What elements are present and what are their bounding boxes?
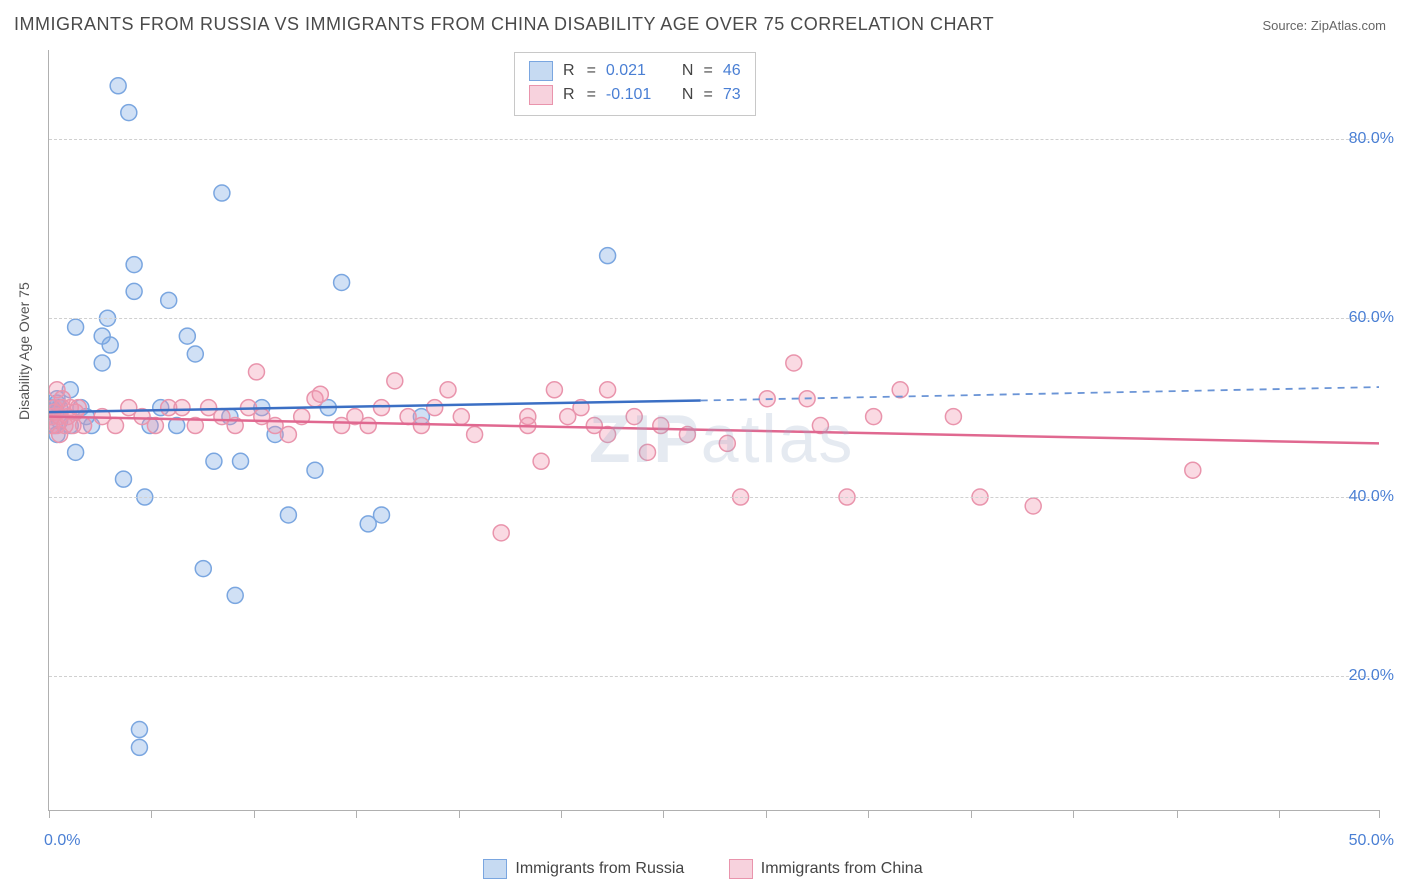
gridline (49, 139, 1379, 140)
x-tick (254, 810, 255, 818)
legend-item-china: Immigrants from China (729, 859, 923, 879)
legend-item-russia: Immigrants from Russia (483, 859, 684, 879)
gridline (49, 676, 1379, 677)
gridline (49, 497, 1379, 498)
legend-row-china: R= -0.101 N= 73 (529, 83, 741, 107)
legend-label-russia: Immigrants from Russia (515, 860, 684, 878)
x-tick (459, 810, 460, 818)
x-tick (971, 810, 972, 818)
x-tick (356, 810, 357, 818)
x-tick (561, 810, 562, 818)
swatch-china (529, 85, 553, 105)
scatter-svg (49, 50, 1379, 810)
x-tick (49, 810, 50, 818)
series-legend: Immigrants from Russia Immigrants from C… (0, 859, 1406, 884)
swatch-russia (529, 61, 553, 81)
chart-plot-area: ZIPatlas R= 0.021 N= 46 R= -0.101 N= 73 (48, 50, 1379, 811)
x-tick (151, 810, 152, 818)
x-tick (1177, 810, 1178, 818)
x-tick-label: 50.0% (1349, 832, 1394, 850)
x-tick (1279, 810, 1280, 818)
x-tick-label: 0.0% (44, 832, 80, 850)
y-axis-label: Disability Age Over 75 (16, 282, 32, 420)
y-tick-label: 80.0% (1349, 130, 1394, 148)
x-tick (766, 810, 767, 818)
x-tick (1073, 810, 1074, 818)
chart-title: IMMIGRANTS FROM RUSSIA VS IMMIGRANTS FRO… (14, 14, 994, 35)
swatch-russia-icon (483, 859, 507, 879)
x-tick (1379, 810, 1380, 818)
source-attribution: Source: ZipAtlas.com (1262, 18, 1386, 33)
y-tick-label: 60.0% (1349, 309, 1394, 327)
y-tick-label: 40.0% (1349, 488, 1394, 506)
x-tick (663, 810, 664, 818)
legend-label-china: Immigrants from China (761, 860, 923, 878)
swatch-china-icon (729, 859, 753, 879)
x-tick (868, 810, 869, 818)
gridline (49, 318, 1379, 319)
y-tick-label: 20.0% (1349, 667, 1394, 685)
correlation-legend: R= 0.021 N= 46 R= -0.101 N= 73 (514, 52, 756, 116)
legend-row-russia: R= 0.021 N= 46 (529, 59, 741, 83)
